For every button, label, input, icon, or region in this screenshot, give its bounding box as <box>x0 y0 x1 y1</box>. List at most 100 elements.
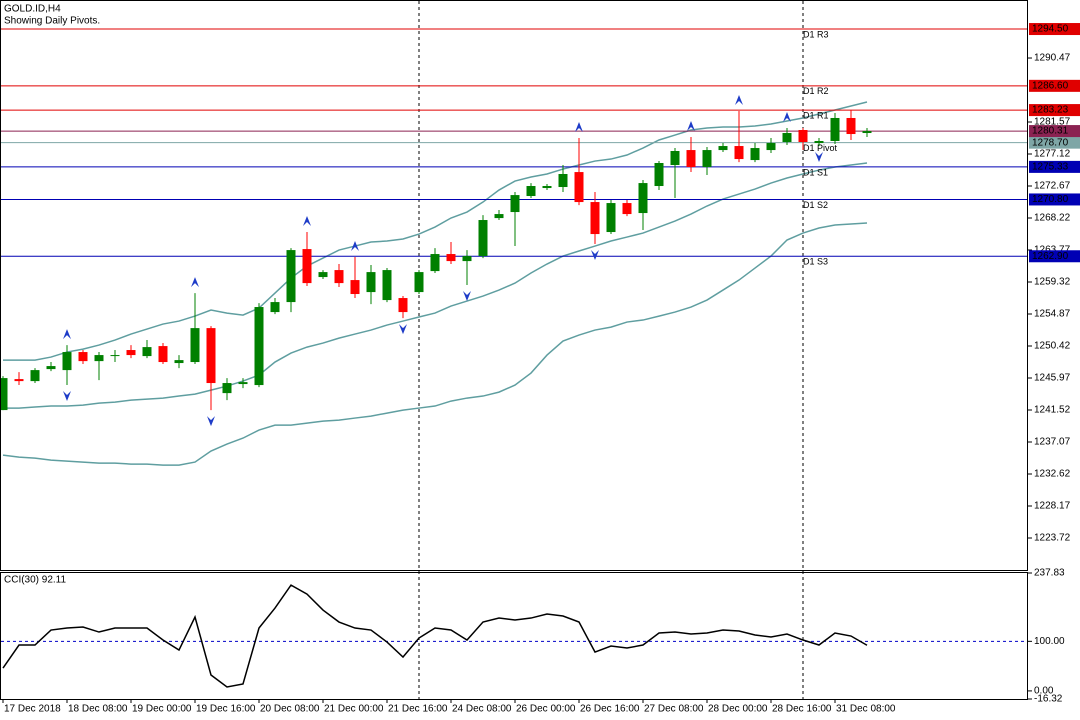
y-tick-label: 237.83 <box>1034 568 1065 579</box>
candle-body <box>686 150 696 168</box>
pivot-level-name: D1 S1 <box>803 167 828 177</box>
pivot-level-label: 1278.70 <box>1032 137 1069 148</box>
fractal-up <box>735 95 743 106</box>
price-label-box <box>1029 104 1080 117</box>
candle-body <box>206 328 216 384</box>
candle-body <box>414 272 424 293</box>
x-tick-label: 18 Dec 08:00 <box>68 704 128 715</box>
pivot-level-name: D1 Pivot <box>803 143 838 153</box>
candle-body <box>606 203 616 233</box>
fractal-up <box>303 216 311 227</box>
fractal-down <box>591 250 599 261</box>
candle-body <box>862 131 872 134</box>
candle-body <box>622 203 632 215</box>
pivot-level-label: 1286.60 <box>1032 80 1069 91</box>
fractal-up <box>783 112 791 123</box>
fractal-down <box>207 416 215 427</box>
price-label-box <box>1029 23 1080 36</box>
x-tick-label: 28 Dec 16:00 <box>772 704 832 715</box>
candle-body <box>14 379 24 382</box>
candle-body <box>670 150 680 166</box>
x-tick-label: 19 Dec 16:00 <box>196 704 256 715</box>
y-tick-label: 0.00 <box>1034 686 1054 697</box>
price-label-box <box>1029 79 1080 92</box>
candle-body <box>782 133 792 143</box>
candle-body <box>510 195 520 213</box>
bid-label: 1280.31 <box>1032 126 1069 137</box>
candle-body <box>718 146 728 151</box>
y-tick-label: 1281.57 <box>1034 117 1071 128</box>
candle-body <box>430 254 440 272</box>
y-tick-label: 1228.17 <box>1034 501 1071 512</box>
bid-label-box <box>1029 125 1080 138</box>
y-tick-label: 1245.97 <box>1034 373 1071 384</box>
x-tick-label: 20 Dec 08:00 <box>260 704 320 715</box>
y-tick-label: 1277.12 <box>1034 149 1071 160</box>
y-tick-label: 1250.42 <box>1034 341 1071 352</box>
y-tick-label: 1259.32 <box>1034 277 1071 288</box>
fractal-down <box>463 291 471 302</box>
candle-body <box>366 272 376 293</box>
candle-body <box>158 346 168 363</box>
pivot-level-name: D1 R1 <box>803 110 829 120</box>
candle-body <box>702 150 712 168</box>
fractal-up <box>191 277 199 288</box>
pivot-level-label: 1294.50 <box>1032 24 1069 35</box>
x-tick-label: 17 Dec 2018 <box>4 704 61 715</box>
plot-layer: D1 R3 D1 R2 D1 R1 D1 Pivot D1 S1 D1 S2 D1 S3 <box>0 28 1028 688</box>
fractal-down <box>815 152 823 163</box>
candle-body <box>654 163 664 187</box>
main-panel-frame <box>0 0 1028 571</box>
cci-panel-frame <box>0 572 1028 700</box>
candle-body <box>46 366 56 370</box>
candle-body <box>638 183 648 214</box>
candle-body <box>766 143 776 151</box>
candle-body <box>270 302 280 313</box>
candle-body <box>190 328 200 363</box>
candle-body <box>462 256 472 262</box>
candle-body <box>350 280 360 295</box>
y-tick-label: 1232.62 <box>1034 469 1071 480</box>
candle-body <box>286 250 296 303</box>
price-label-box <box>1029 136 1080 149</box>
candle-body <box>798 129 808 143</box>
candle-body <box>30 370 40 382</box>
x-tick-label: 24 Dec 08:00 <box>452 704 512 715</box>
candle-body <box>142 347 152 357</box>
candle-body <box>126 350 136 356</box>
candle-body <box>846 117 856 135</box>
indicator-title: CCI(30) 92.11 <box>4 575 67 586</box>
y-tick-label: -16.32 <box>1034 694 1063 705</box>
candle-body <box>334 270 344 284</box>
y-tick-label: 1268.22 <box>1034 213 1071 224</box>
candle-body <box>478 220 488 257</box>
candle-body <box>174 360 184 364</box>
candle-body <box>382 270 392 301</box>
y-tick-label: 1237.07 <box>1034 437 1071 448</box>
pivot-level-name: D1 R3 <box>803 29 829 39</box>
candle-body <box>0 378 8 411</box>
candle-body <box>302 249 312 284</box>
candle-body <box>830 117 840 141</box>
fractal-down <box>399 324 407 335</box>
candle-body <box>494 214 504 219</box>
pivot-level-name: D1 S2 <box>803 200 828 210</box>
candle-body <box>574 172 584 203</box>
y-tick-label: 100.00 <box>1034 636 1065 647</box>
candle-body <box>814 140 824 144</box>
pivot-level-name: D1 S3 <box>803 257 828 267</box>
candle-body <box>590 202 600 235</box>
candle-body <box>222 383 232 394</box>
candle-body <box>750 148 760 161</box>
candle-body <box>542 186 552 189</box>
x-tick-label: 31 Dec 08:00 <box>836 704 896 715</box>
candle-body <box>526 186 536 197</box>
price-label-box <box>1029 193 1080 206</box>
fractal-up <box>687 121 695 132</box>
y-tick-label: 1241.52 <box>1034 405 1071 416</box>
x-tick-label: 28 Dec 00:00 <box>708 704 768 715</box>
chart-subtitle: Showing Daily Pivots. <box>4 16 100 27</box>
